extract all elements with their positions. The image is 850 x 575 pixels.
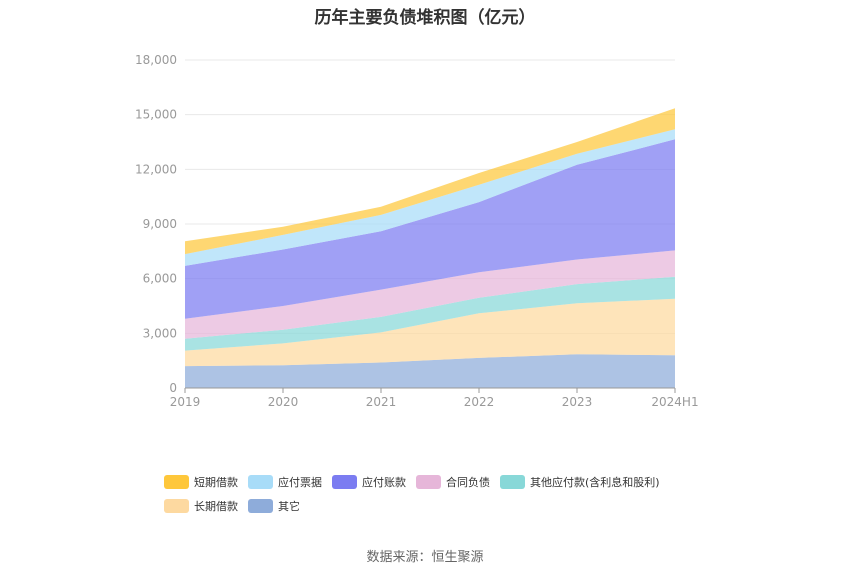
legend-label: 长期借款	[194, 499, 238, 513]
area-短期借款	[185, 108, 675, 255]
x-tick-label: 2023	[562, 395, 593, 409]
area-合同负债	[185, 250, 675, 339]
legend-item: 应付账款	[332, 475, 406, 489]
legend-item: 其他应付款(含利息和股利)	[500, 475, 660, 489]
x-tick-label: 2024H1	[651, 395, 698, 409]
source-note: 数据来源：恒生聚源	[366, 550, 484, 565]
y-tick-label: 6,000	[143, 272, 177, 286]
y-tick-label: 15,000	[135, 108, 177, 122]
area-应付账款	[185, 139, 675, 319]
area-长期借款	[185, 298, 675, 367]
legend-label: 合同负债	[446, 475, 490, 489]
x-tick-label: 2021	[366, 395, 397, 409]
legend-item: 应付票据	[248, 475, 322, 489]
y-tick-label: 0	[169, 381, 177, 395]
legend-swatch	[248, 475, 273, 489]
legend-item: 其它	[248, 499, 300, 513]
legend-label: 短期借款	[194, 475, 238, 489]
legend: 短期借款 应付票据 应付账款 合同负债 其他应付款(含利息和股利) 长期借款 其它	[164, 475, 660, 513]
legend-label: 应付票据	[278, 475, 322, 489]
legend-swatch	[416, 475, 441, 489]
legend-item: 长期借款	[164, 499, 238, 513]
legend-swatch	[500, 475, 525, 489]
legend-swatch	[164, 475, 189, 489]
x-tick-label: 2022	[464, 395, 495, 409]
legend-label: 应付账款	[362, 475, 406, 489]
chart-title: 历年主要负债堆积图（亿元）	[314, 8, 536, 28]
axes: 0 3,000 6,000 9,000 12,000 15,000 18,000 2019 20…	[135, 53, 699, 409]
y-tick-label: 9,000	[143, 217, 177, 231]
legend-item: 短期借款	[164, 475, 238, 489]
area-应付票据	[185, 129, 675, 266]
y-tick-label: 12,000	[135, 162, 177, 176]
area-series	[185, 108, 675, 388]
x-tick-label: 2019	[170, 395, 201, 409]
legend-swatch	[164, 499, 189, 513]
legend-swatch	[248, 499, 273, 513]
y-tick-label: 3,000	[143, 326, 177, 340]
x-tick-label: 2020	[268, 395, 299, 409]
legend-item: 合同负债	[416, 475, 490, 489]
area-其它	[185, 354, 675, 388]
y-tick-label: 18,000	[135, 53, 177, 67]
legend-label: 其它	[278, 499, 300, 513]
legend-swatch	[332, 475, 357, 489]
legend-label: 其他应付款(含利息和股利)	[530, 475, 660, 489]
area-其他应付款(含利息和股利)	[185, 276, 675, 351]
